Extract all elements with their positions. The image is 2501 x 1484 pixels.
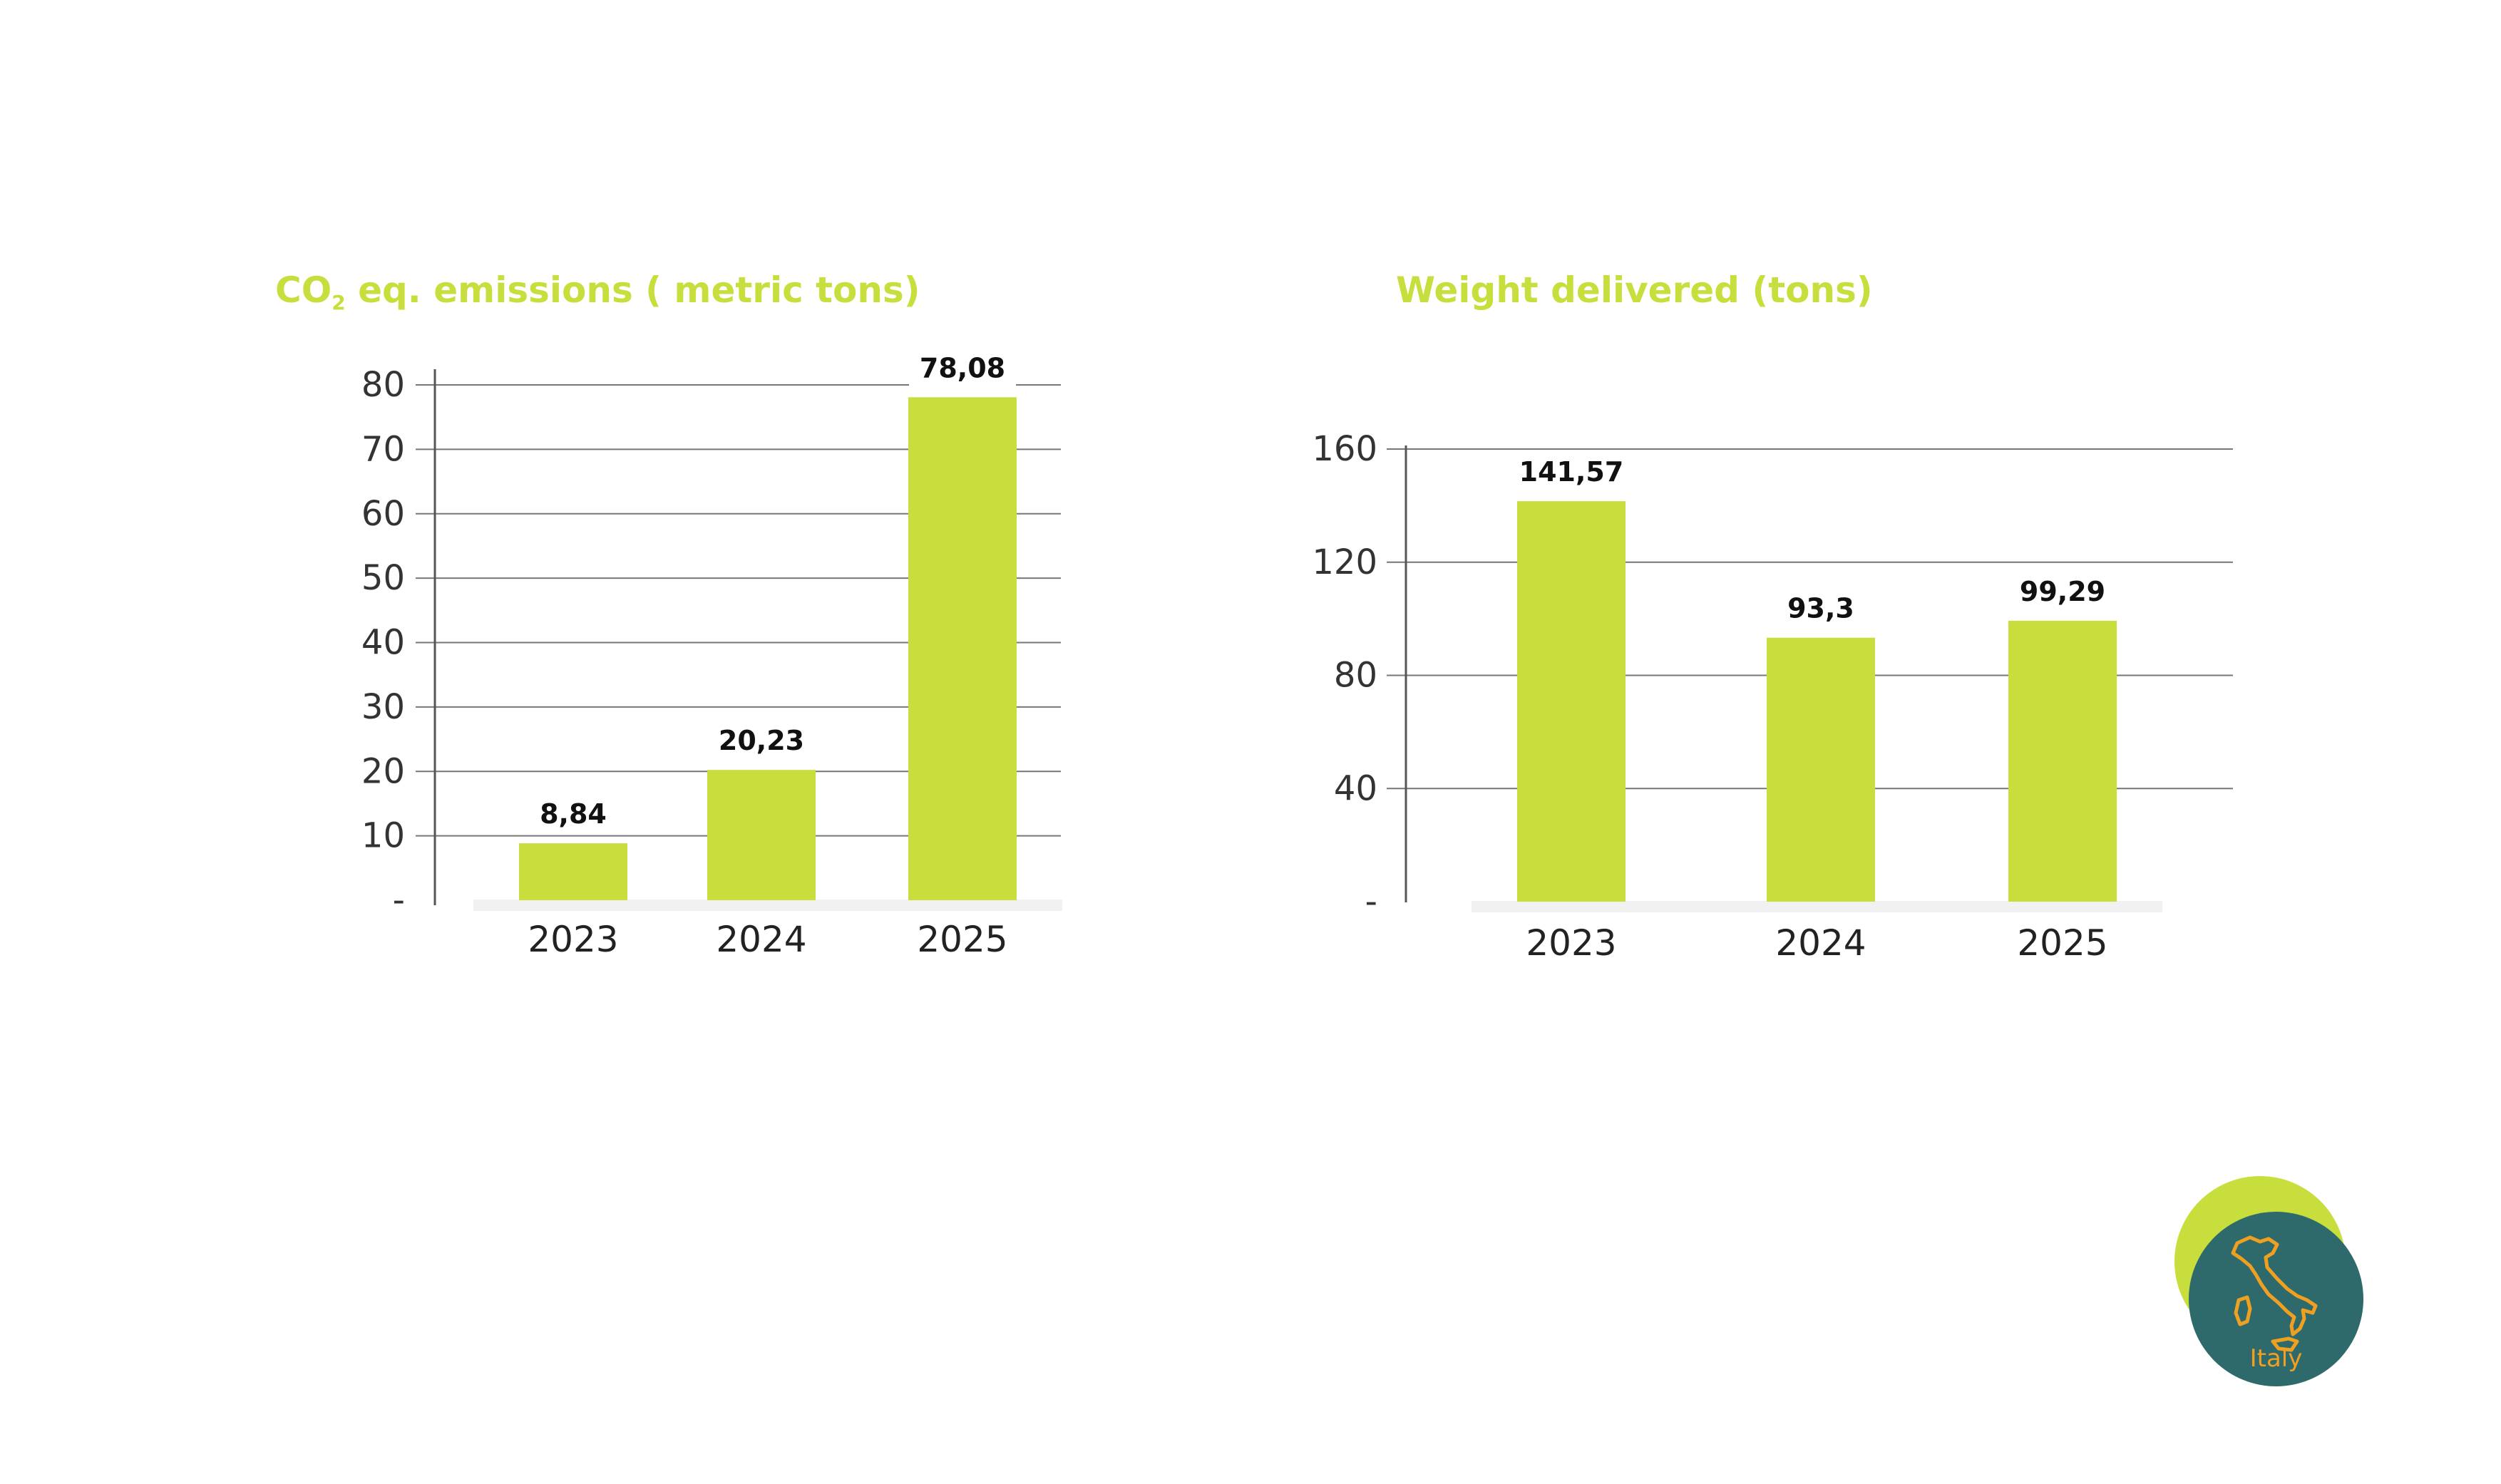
title-rest: eq. emissions ( metric tons)	[345, 269, 920, 311]
data-label: 8,84	[540, 798, 607, 830]
weight-title-text: Weight delivered (tons)	[1396, 269, 1873, 311]
baseline-shadow	[1472, 901, 2162, 912]
data-label: 20,23	[719, 725, 804, 756]
weight-chart-title: Weight delivered (tons)	[1396, 269, 1873, 311]
country-badge: Italy	[2174, 1176, 2403, 1390]
y-tick-label: 80	[361, 365, 405, 405]
baseline-shadow	[473, 900, 1062, 911]
data-label: 99,29	[2020, 576, 2105, 607]
y-tick-label: 20	[361, 751, 405, 791]
y-tick-label: 40	[361, 623, 405, 663]
y-tick-label: 10	[361, 816, 405, 856]
y-tick-label: -	[393, 880, 405, 920]
x-tick-label: 2023	[1526, 922, 1616, 964]
data-label-background	[1776, 589, 1866, 628]
y-tick-label: 60	[361, 494, 405, 534]
bar	[707, 770, 816, 900]
y-tick-label: 120	[1312, 542, 1377, 582]
y-tick-label: 50	[361, 558, 405, 598]
y-tick-label: 160	[1312, 429, 1377, 469]
bar	[2008, 620, 2117, 902]
bar	[1767, 637, 1875, 902]
data-label-background	[1509, 453, 1633, 492]
data-label-background	[708, 721, 815, 761]
bar	[519, 843, 627, 900]
data-label-background	[2009, 572, 2116, 611]
x-tick-label: 2024	[1775, 922, 1866, 964]
y-tick-label: -	[1365, 882, 1377, 922]
y-tick-label: 80	[1334, 656, 1377, 696]
emissions-chart-title: CO2 eq. emissions ( metric tons)	[275, 269, 920, 314]
x-tick-label: 2025	[2017, 922, 2107, 964]
data-label-background	[909, 349, 1016, 388]
title-subscript: 2	[332, 291, 346, 314]
y-tick-label: 70	[361, 429, 405, 469]
x-tick-label: 2024	[716, 919, 806, 960]
data-label: 78,08	[920, 352, 1005, 383]
y-tick-label: 40	[1334, 768, 1377, 808]
bar	[1517, 501, 1626, 902]
x-tick-label: 2023	[528, 919, 618, 960]
y-tick-label: 30	[361, 687, 405, 727]
data-label: 93,3	[1787, 593, 1854, 624]
data-label: 141,57	[1519, 456, 1624, 488]
x-tick-label: 2025	[917, 919, 1007, 960]
title-co: CO	[275, 269, 332, 311]
badge-country-label: Italy	[2249, 1344, 2303, 1373]
italy-map-icon	[2231, 1235, 2318, 1352]
data-label-background	[528, 795, 618, 834]
bar	[908, 397, 1017, 900]
